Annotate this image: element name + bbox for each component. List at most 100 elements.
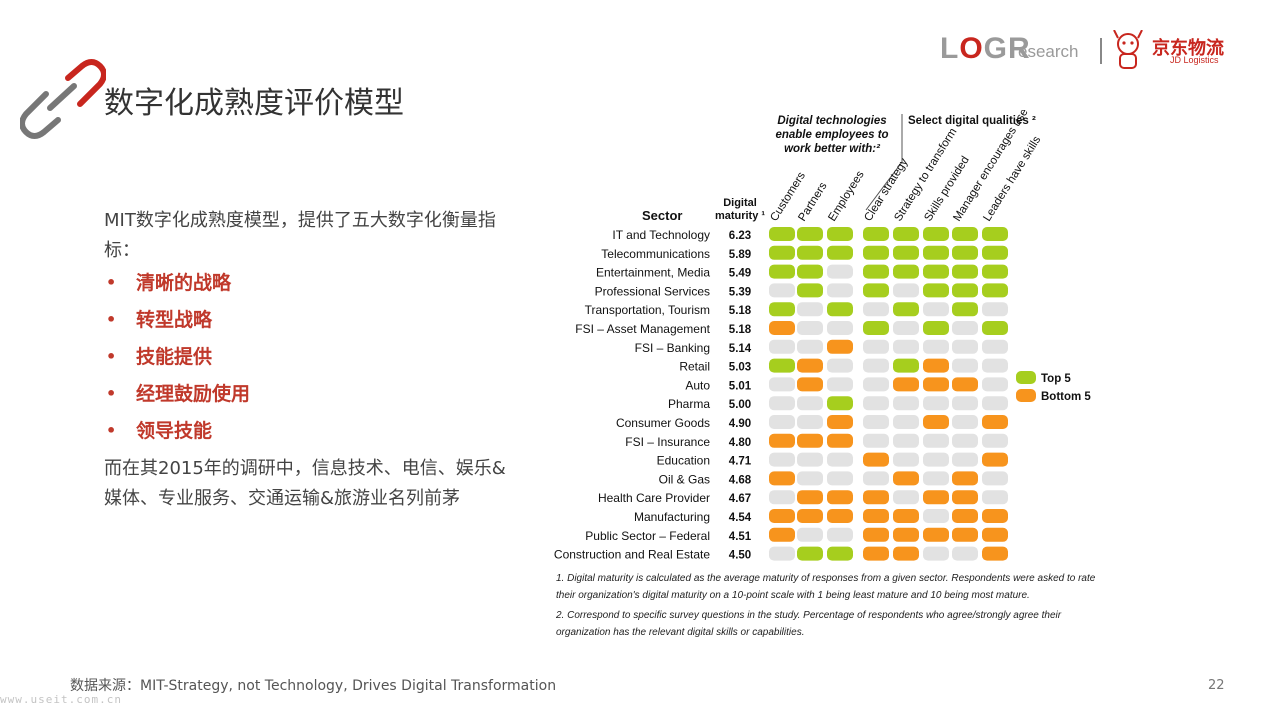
table-cell	[797, 227, 823, 241]
table-cell	[982, 321, 1008, 335]
table-cell	[982, 527, 1008, 542]
table-cell	[827, 264, 853, 279]
table-cell	[952, 227, 978, 241]
table-cell	[769, 546, 795, 561]
table-cell	[923, 471, 949, 486]
list-item-label: 清晰的战略	[136, 272, 232, 294]
maturity-value: 5.49	[729, 268, 751, 280]
table-cell	[982, 339, 1008, 354]
table-cell	[923, 339, 949, 354]
table-cell	[923, 527, 949, 542]
table-cell	[893, 358, 919, 373]
table-cell	[827, 358, 853, 373]
table-cell	[893, 339, 919, 354]
table-cell	[827, 339, 853, 354]
sector-label: FSI – Asset Management	[575, 322, 710, 336]
table-cell	[827, 415, 853, 429]
table-cell	[893, 377, 919, 392]
list-item: • 技能提供	[104, 342, 250, 379]
table-cell	[893, 546, 919, 561]
table-cell	[827, 546, 853, 561]
maturity-value: 4.67	[729, 493, 751, 505]
maturity-value: 5.03	[729, 362, 751, 374]
list-item: • 转型战略	[104, 305, 250, 342]
table-cell	[982, 452, 1008, 467]
maturity-value: 4.50	[729, 550, 751, 562]
table-cell	[863, 471, 889, 486]
sector-label: FSI – Insurance	[625, 435, 710, 449]
maturity-value: 5.14	[729, 343, 752, 355]
table-cell	[923, 490, 949, 505]
table-cell	[952, 527, 978, 542]
table-cell	[923, 546, 949, 561]
list-item: • 清晰的战略	[104, 268, 250, 305]
table-cell	[827, 227, 853, 241]
sector-label: FSI – Banking	[635, 341, 710, 355]
sector-label: Pharma	[668, 397, 710, 411]
intro-text: MIT数字化成熟度模型，提供了五大数字化衡量指标：	[104, 210, 496, 261]
maturity-value: 5.39	[729, 286, 751, 298]
header-group-1-line: Digital technologies	[777, 115, 886, 127]
table-cell	[923, 415, 949, 429]
table-cell	[952, 264, 978, 279]
dog-mascot-icon	[1113, 30, 1143, 69]
table-cell	[982, 264, 1008, 279]
table-cell	[827, 377, 853, 392]
table-cell	[827, 452, 853, 467]
maturity-value: 4.90	[729, 418, 751, 430]
table-cell	[893, 527, 919, 542]
table-cell	[863, 321, 889, 335]
table-cell	[952, 283, 978, 298]
list-item: • 经理鼓励使用	[104, 379, 250, 416]
table-cell	[893, 433, 919, 448]
table-cell	[893, 396, 919, 411]
table-cell	[893, 490, 919, 505]
table-cell	[769, 227, 795, 241]
table-cell	[982, 396, 1008, 411]
table-cell	[893, 283, 919, 298]
table-cell	[769, 264, 795, 279]
table-cell	[797, 264, 823, 279]
table-cell	[863, 283, 889, 298]
logr-logo-research: esearch	[1018, 42, 1079, 61]
table-cell	[827, 527, 853, 542]
page-title: 数字化成熟度评价模型	[104, 86, 404, 121]
footnotes: 1. Digital maturity is calculated as the…	[556, 571, 1116, 645]
table-cell	[893, 227, 919, 241]
table-cell	[827, 321, 853, 335]
table-cell	[923, 227, 949, 241]
table-cell	[797, 415, 823, 429]
maturity-value: 4.51	[729, 531, 752, 543]
maturity-value: 6.23	[729, 230, 751, 242]
table-cell	[893, 302, 919, 317]
footnote-2: 2. Correspond to specific survey questio…	[556, 610, 1062, 638]
table-cell	[769, 396, 795, 411]
maturity-value: 5.00	[729, 399, 751, 411]
maturity-value: 4.68	[729, 474, 752, 486]
table-cell	[863, 452, 889, 467]
table-cell	[893, 471, 919, 486]
table-cell	[797, 358, 823, 373]
table-cell	[952, 358, 978, 373]
header-divider-line	[865, 114, 903, 211]
sector-label: IT and Technology	[612, 228, 710, 242]
table-cell	[827, 433, 853, 448]
table-cell	[923, 302, 949, 317]
table-cell	[982, 358, 1008, 373]
table-cell	[797, 490, 823, 505]
table-cell	[893, 321, 919, 335]
header-group-2: Select digital qualities ²	[908, 115, 1036, 127]
sector-label: Professional Services	[595, 284, 710, 298]
bullet-dot-icon: •	[106, 310, 117, 329]
table-cell	[797, 302, 823, 317]
legend-label: Bottom 5	[1041, 391, 1091, 403]
page-number: 22	[1208, 678, 1225, 693]
table-cell	[769, 452, 795, 467]
sector-label: Oil & Gas	[659, 472, 710, 486]
maturity-header-line: maturity ¹	[715, 210, 765, 222]
table-cell	[769, 471, 795, 486]
sector-label: Education	[657, 454, 710, 468]
table-cell	[769, 321, 795, 335]
table-cell	[982, 377, 1008, 392]
table-cell	[982, 283, 1008, 298]
